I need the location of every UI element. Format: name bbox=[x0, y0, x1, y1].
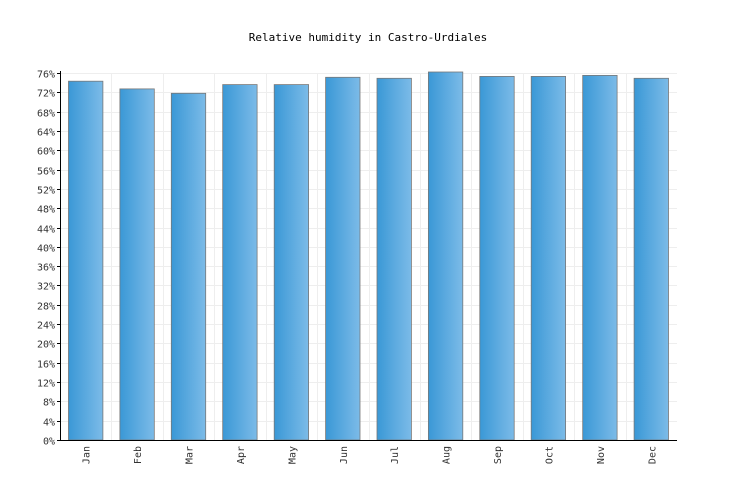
x-tick-label: Mar bbox=[185, 446, 196, 464]
bar-layer bbox=[68, 71, 669, 441]
x-tick-label: Nov bbox=[596, 446, 607, 464]
chart-title: Relative humidity in Castro-Urdiales bbox=[249, 31, 487, 44]
axis-layer bbox=[57, 71, 677, 441]
bar-jan bbox=[68, 80, 104, 441]
y-tick-label: 40% bbox=[37, 244, 55, 255]
bar-oct bbox=[530, 76, 567, 441]
y-tick-label: 64% bbox=[37, 128, 55, 139]
y-tick-label: 20% bbox=[37, 340, 55, 351]
x-tick-label: Dec bbox=[647, 446, 658, 464]
bar-mar bbox=[170, 92, 207, 441]
y-tick-label: 68% bbox=[37, 109, 55, 120]
y-tick-label: 52% bbox=[37, 186, 55, 197]
bar-dec bbox=[633, 77, 669, 441]
bar-nov bbox=[582, 75, 618, 441]
bar-feb bbox=[119, 88, 155, 441]
y-tick-label: 60% bbox=[37, 147, 55, 158]
x-tick-label: Oct bbox=[544, 446, 555, 464]
y-tick-label: 8% bbox=[43, 398, 55, 409]
x-tick-label: Jul bbox=[390, 446, 401, 464]
bar-jun bbox=[325, 76, 361, 441]
y-tick-label: 16% bbox=[37, 360, 55, 371]
grid-layer bbox=[60, 73, 677, 440]
y-tick-label: 72% bbox=[37, 89, 55, 100]
x-tick-label: Apr bbox=[236, 446, 247, 464]
y-tick-labels: 0% 4% 8% 12% 16% 20% 24% 28% 32% 36% 40% 44% 48% 52% 5… bbox=[37, 70, 55, 448]
y-tick-label: 44% bbox=[37, 225, 55, 236]
x-tick-label: Jan bbox=[82, 446, 93, 464]
y-tick-label: 4% bbox=[43, 418, 55, 429]
y-tick-label: 36% bbox=[37, 263, 55, 274]
x-tick-label: Jun bbox=[339, 446, 350, 464]
bar-aug bbox=[427, 71, 464, 441]
y-tick-label: 28% bbox=[37, 302, 55, 313]
y-tick-label: 32% bbox=[37, 282, 55, 293]
x-tick-label: Sep bbox=[493, 446, 504, 464]
x-tick-label: Aug bbox=[442, 446, 453, 464]
x-tick-labels: Jan Feb Mar Apr May Jun Jul Aug Sep Oct Nov Dec bbox=[82, 446, 659, 464]
x-tick-label: Feb bbox=[133, 446, 144, 464]
bar-may bbox=[273, 84, 310, 441]
bar-sep bbox=[479, 76, 515, 441]
bar-jul bbox=[376, 77, 412, 441]
y-tick-label: 56% bbox=[37, 167, 55, 178]
y-tick-label: 24% bbox=[37, 321, 55, 332]
bar-apr bbox=[222, 84, 258, 441]
y-tick-label: 48% bbox=[37, 205, 55, 216]
y-tick-label: 76% bbox=[37, 70, 55, 81]
y-tick-label: 0% bbox=[43, 437, 55, 448]
x-tick-label: May bbox=[287, 446, 298, 464]
y-tick-label: 12% bbox=[37, 379, 55, 390]
